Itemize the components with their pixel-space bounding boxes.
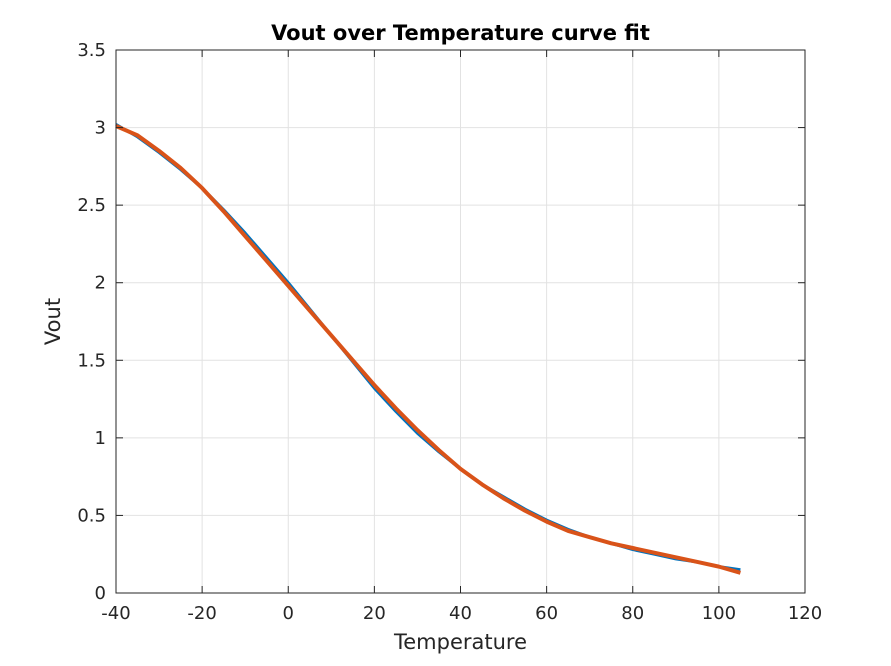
x-tick-label: 80 [621,603,644,624]
x-tick-label: 0 [283,603,294,624]
y-tick-label: 3.5 [77,40,106,61]
chart-title: Vout over Temperature curve fit [271,21,650,45]
x-tick-label: 60 [535,603,558,624]
series-line-2 [115,124,741,575]
y-tick-label: 0.5 [77,505,106,526]
y-tick-label: 0 [95,583,106,604]
x-tick-label: 120 [788,603,822,624]
x-tick-labels: -40 -20 0 20 40 60 80 100 120 [101,603,822,624]
y-tick-label: 1.5 [77,350,106,371]
y-tick-labels: 0 0.5 1 1.5 2 2.5 3 3.5 [77,40,106,604]
tick-marks [115,49,806,594]
x-tick-label: 40 [449,603,472,624]
y-tick-label: 1 [95,428,106,449]
y-tick-label: 2.5 [77,195,106,216]
y-tick-label: 3 [95,118,106,139]
series-group [115,123,741,575]
y-tick-label: 2 [95,273,106,294]
x-tick-label: -20 [187,603,216,624]
x-tick-label: 20 [363,603,386,624]
x-tick-label: -40 [101,603,130,624]
x-axis-label: Temperature [393,630,527,654]
x-tick-label: 100 [702,603,736,624]
y-axis-label: Vout [41,298,65,345]
